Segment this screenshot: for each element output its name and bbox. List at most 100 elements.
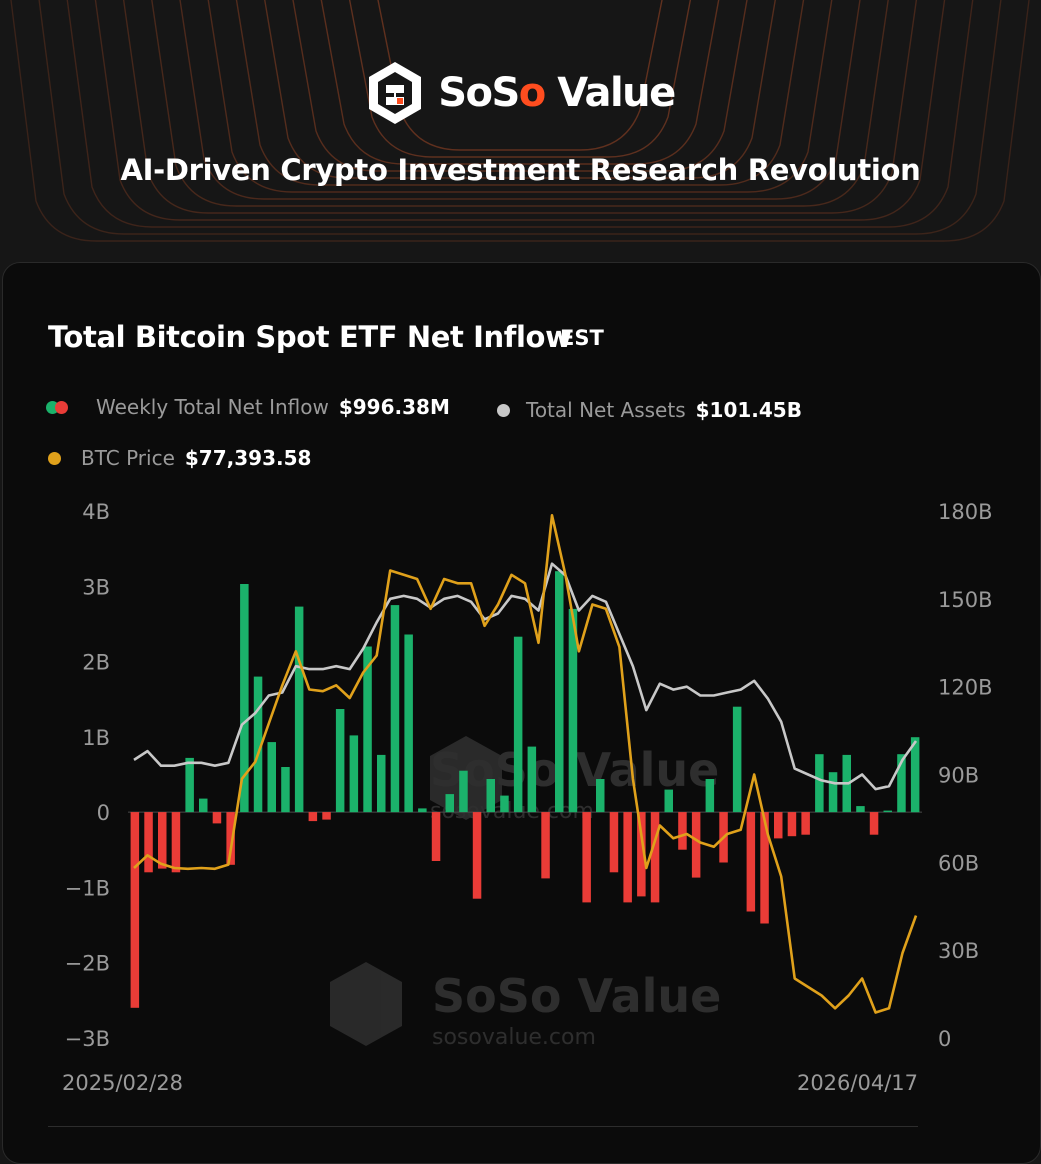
watermark-name: SoSo Value xyxy=(432,969,721,1023)
inflow-bar-positive xyxy=(390,605,400,813)
inflow-bar-positive xyxy=(445,794,454,813)
sosovalue-cube-icon xyxy=(369,62,422,124)
inflow-bar-positive xyxy=(500,795,509,813)
inflow-bar-negative xyxy=(212,812,222,824)
x-axis-end-label: 2026/04/17 xyxy=(797,1071,918,1095)
watermark-cube-icon xyxy=(330,962,402,1046)
inflow-bar-positive xyxy=(664,789,673,813)
inflow-bar-positive xyxy=(705,779,715,813)
inflow-bar-negative xyxy=(678,812,687,850)
legend-assets-value: $101.45B xyxy=(695,398,802,422)
inflow-bar-positive xyxy=(404,634,413,813)
left-axis-tick: −3B xyxy=(65,1027,110,1051)
inflow-bar-positive xyxy=(349,735,359,813)
inflow-bar-negative xyxy=(801,812,810,835)
inflow-bar-positive xyxy=(253,676,263,813)
inflow-bar-negative xyxy=(308,812,318,822)
inflow-bar-positive xyxy=(363,646,372,813)
inflow-bar-negative xyxy=(158,812,167,869)
inflow-bar-negative xyxy=(322,812,331,820)
left-axis-tick: 1B xyxy=(82,726,110,750)
brand-header: SoSo Value xyxy=(0,60,1041,130)
inflow-bar-positive xyxy=(199,798,208,813)
inflow-bar-negative xyxy=(691,812,701,878)
inflow-bar-positive xyxy=(555,571,564,813)
inflow-bar-positive xyxy=(294,606,304,813)
right-axis-tick: 0 xyxy=(938,1027,951,1051)
inflow-dual-dot-icon xyxy=(46,400,68,414)
inflow-bar-negative xyxy=(869,812,879,835)
inflow-bar-negative xyxy=(130,812,140,1008)
x-axis-start-label: 2025/02/28 xyxy=(62,1071,183,1095)
price-dot-icon xyxy=(48,451,61,465)
inflow-bar-negative xyxy=(746,812,756,912)
right-axis-tick: 30B xyxy=(938,939,979,963)
chart-title: Total Bitcoin Spot ETF Net Inflow xyxy=(48,320,572,354)
inflow-bar-negative xyxy=(582,812,591,903)
inflow-bar-negative xyxy=(472,812,482,899)
right-axis-tick: 120B xyxy=(938,676,993,700)
inflow-bar-positive xyxy=(828,772,838,813)
legend-weekly-inflow[interactable]: Weekly Total Net Inflow $996.38M xyxy=(46,395,450,419)
inflow-bar-negative xyxy=(650,812,660,903)
inflow-bar-positive xyxy=(897,754,906,813)
tagline: AI-Driven Crypto Investment Research Rev… xyxy=(120,153,921,187)
right-axis-tick: 180B xyxy=(938,500,993,524)
inflow-bar-positive xyxy=(418,808,427,813)
right-axis-tick: 60B xyxy=(938,851,979,875)
inflow-bar-negative xyxy=(637,812,646,897)
inflow-bar-negative xyxy=(774,812,783,839)
left-axis-tick: 2B xyxy=(82,651,110,675)
watermark-url: sosovalue.com xyxy=(432,1025,596,1050)
inflow-bar-positive xyxy=(815,754,824,813)
inflow-bar-negative xyxy=(541,812,550,879)
left-axis-tick: 4B xyxy=(82,500,110,524)
inflow-bar-negative xyxy=(623,812,632,903)
inflow-bar-negative xyxy=(431,812,441,861)
brand-name: SoSo Value xyxy=(438,70,676,116)
legend-price-label: BTC Price xyxy=(81,446,175,470)
inflow-bar-negative xyxy=(144,812,153,873)
btc-price-line xyxy=(133,513,918,1014)
assets-dot-icon xyxy=(497,403,510,417)
inflow-bar-positive xyxy=(377,754,386,813)
inflow-bar-positive xyxy=(732,706,742,813)
inflow-bar-positive xyxy=(596,779,605,813)
inflow-bar-positive xyxy=(527,746,537,813)
legend-inflow-label: Weekly Total Net Inflow xyxy=(96,395,329,419)
inflow-bar-negative xyxy=(171,812,181,873)
left-axis-tick: −2B xyxy=(65,952,110,976)
legend-total-net-assets[interactable]: Total Net Assets $101.45B xyxy=(497,398,802,422)
inflow-bar-positive xyxy=(856,806,865,813)
legend-price-value: $77,393.58 xyxy=(184,446,312,470)
right-axis-tick: 150B xyxy=(938,588,993,612)
inflow-bar-positive xyxy=(281,767,290,813)
legend-inflow-value: $996.38M xyxy=(338,395,450,419)
inflow-bar-negative xyxy=(760,812,769,924)
timezone-label: EST xyxy=(560,326,604,350)
total-net-assets-line xyxy=(133,562,918,791)
inflow-bar-positive xyxy=(568,608,578,813)
inflow-bar-positive xyxy=(513,636,523,813)
net-inflow-chart: 4B 3B 2B 1B 0 −1B −2B −3B 180B 150B 120B 90B 60B 30B 0… xyxy=(62,500,993,1095)
inflow-bar-positive xyxy=(267,742,276,813)
inflow-bar-negative xyxy=(609,812,619,873)
left-axis-tick: 3B xyxy=(82,575,110,599)
inflow-bar-positive xyxy=(910,737,920,813)
inflow-bar-positive xyxy=(883,810,892,813)
legend-btc-price[interactable]: BTC Price $77,393.58 xyxy=(48,446,311,470)
header-background-pattern xyxy=(10,0,1030,242)
inflow-bar-positive xyxy=(335,709,345,813)
left-axis-tick: 0 xyxy=(97,801,110,825)
left-axis-tick: −1B xyxy=(65,876,110,900)
right-axis-tick: 90B xyxy=(938,764,979,788)
watermark-url: sosovalue.com xyxy=(430,799,594,824)
inflow-bar-positive xyxy=(185,757,194,813)
legend-assets-label: Total Net Assets xyxy=(526,398,686,422)
inflow-bar-positive xyxy=(486,779,495,813)
inflow-bar-negative xyxy=(787,812,797,837)
divider xyxy=(48,1126,918,1127)
inflow-bar-positive xyxy=(459,770,468,813)
inflow-bar-positive xyxy=(240,584,249,813)
